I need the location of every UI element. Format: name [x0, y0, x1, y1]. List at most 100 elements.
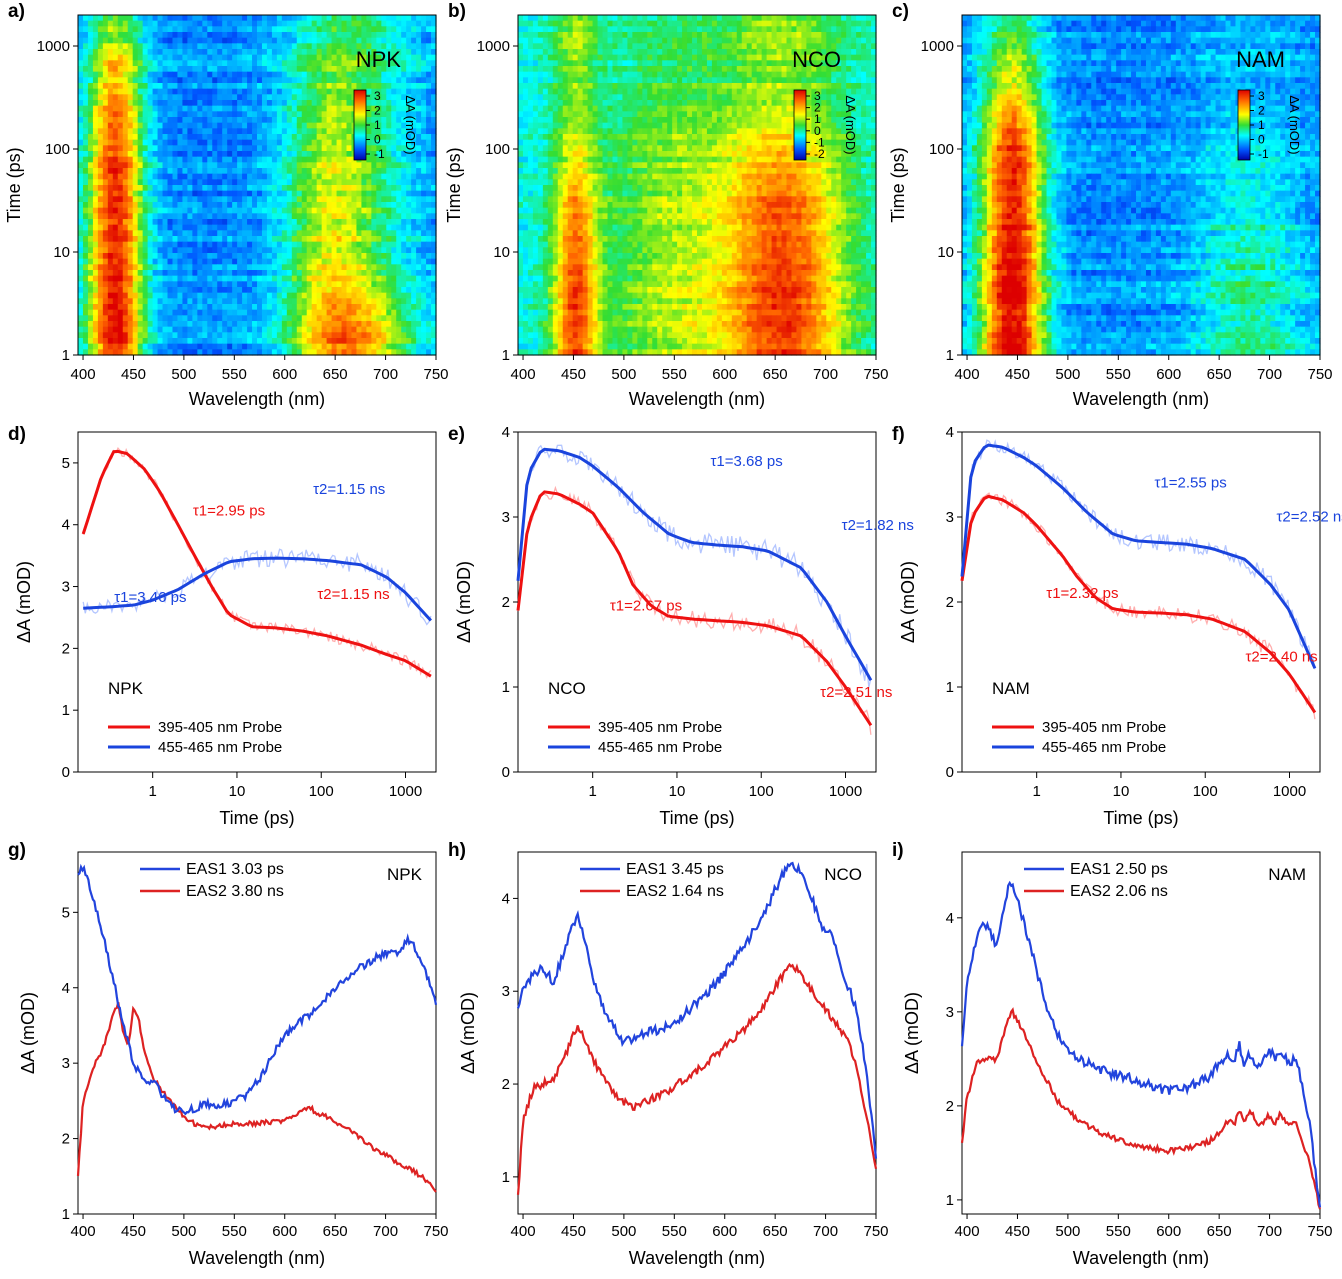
heatmap-cell: [197, 213, 203, 220]
heatmap-cell: [291, 168, 298, 175]
heatmap-cell: [306, 298, 313, 305]
heatmap-cell: [112, 270, 119, 277]
heatmap-cell: [386, 287, 392, 294]
heatmap-cell: [122, 134, 129, 141]
heatmap-cell: [296, 122, 303, 129]
heatmap-cell: [237, 332, 243, 339]
heatmap-cell: [311, 20, 318, 27]
heatmap-cell: [142, 20, 149, 27]
heatmap-cell: [192, 219, 198, 226]
heatmap-cell: [386, 196, 392, 203]
heatmap-cell: [311, 321, 318, 328]
heatmap-cell: [132, 332, 139, 339]
sample-label: NPK: [356, 47, 402, 72]
heatmap-cell: [276, 213, 283, 220]
heatmap-cell: [381, 134, 387, 141]
heatmap-cell: [776, 43, 783, 50]
y-tick-label: 1000: [37, 38, 70, 55]
heatmap-cell: [92, 247, 99, 254]
heatmap-cell: [602, 26, 609, 33]
heatmap-cell: [237, 151, 243, 158]
heatmap-cell: [187, 156, 193, 163]
heatmap-cell: [376, 213, 382, 220]
heatmap-cell: [78, 275, 84, 282]
heatmap-cell: [386, 37, 392, 44]
heatmap-cell: [522, 32, 529, 39]
heatmap-cell: [247, 332, 253, 339]
heatmap-cell: [157, 94, 164, 101]
heatmap-cell: [87, 66, 94, 73]
heatmap-cell: [291, 349, 298, 356]
heatmap-cell: [321, 139, 328, 146]
heatmap-cell: [346, 213, 353, 220]
heatmap-cell: [112, 202, 119, 209]
heatmap-cell: [147, 94, 154, 101]
heatmap-cell: [117, 15, 124, 22]
heatmap-cell: [242, 321, 248, 328]
heatmap-cell: [202, 224, 208, 231]
heatmap-cell: [532, 49, 539, 56]
heatmap-cell: [537, 60, 544, 67]
heatmap-cell: [227, 26, 233, 33]
heatmap-cell: [271, 54, 278, 61]
heatmap-cell: [257, 128, 263, 135]
heatmap-cell: [78, 247, 84, 254]
heatmap-cell: [376, 83, 382, 90]
heatmap-cell: [167, 111, 174, 118]
colorbar-tick-label: -1: [374, 147, 385, 161]
heatmap-cell: [137, 315, 144, 322]
heatmap-cell: [92, 179, 99, 186]
heatmap-cell: [381, 156, 387, 163]
heatmap-cell: [177, 128, 184, 135]
heatmap-cell: [177, 20, 184, 27]
heatmap-cell: [306, 281, 313, 288]
heatmap-cell: [207, 270, 213, 277]
heatmap-cell: [381, 179, 387, 186]
heatmap-cell: [336, 190, 343, 197]
heatmap-cell: [381, 15, 387, 22]
heatmap-cell: [791, 26, 798, 33]
heatmap-cell: [122, 111, 129, 118]
heatmap-cell: [416, 343, 422, 350]
heatmap-cell: [152, 162, 159, 169]
heatmap-cell: [162, 343, 169, 350]
heatmap-cell: [291, 213, 298, 220]
heatmap-cell: [371, 304, 377, 311]
heatmap-cell: [331, 349, 338, 356]
heatmap-cell: [207, 88, 213, 95]
heatmap-cell: [197, 275, 203, 282]
heatmap-cell: [326, 100, 333, 107]
heatmap-cell: [252, 122, 258, 129]
heatmap-cell: [622, 60, 628, 67]
heatmap-cell: [396, 281, 402, 288]
heatmap-cell: [532, 15, 539, 22]
heatmap-cell: [261, 100, 268, 107]
heatmap-cell: [331, 270, 338, 277]
heatmap-cell: [87, 145, 94, 152]
heatmap-cell: [416, 173, 422, 180]
heatmap-cell: [252, 49, 258, 56]
heatmap-cell: [366, 292, 372, 299]
heatmap-cell: [326, 241, 333, 248]
heatmap-cell: [266, 315, 273, 322]
heatmap-cell: [276, 43, 283, 50]
heatmap-cell: [381, 292, 387, 299]
heatmap-cell: [242, 304, 248, 311]
heatmap-cell: [311, 134, 318, 141]
heatmap-cell: [162, 298, 169, 305]
heatmap-cell: [396, 105, 402, 112]
heatmap-cell: [411, 241, 417, 248]
heatmap-cell: [587, 60, 594, 67]
heatmap-cell: [172, 190, 179, 197]
heatmap-cell: [102, 315, 109, 322]
heatmap-cell: [396, 202, 402, 209]
heatmap-cell: [401, 281, 407, 288]
heatmap-cell: [132, 179, 139, 186]
heatmap-cell: [376, 281, 382, 288]
heatmap-cell: [396, 111, 402, 118]
heatmap-cell: [381, 207, 387, 214]
heatmap-cell: [391, 15, 397, 22]
heatmap-cell: [537, 43, 544, 50]
heatmap-cell: [112, 287, 119, 294]
heatmap-cell: [406, 77, 412, 84]
